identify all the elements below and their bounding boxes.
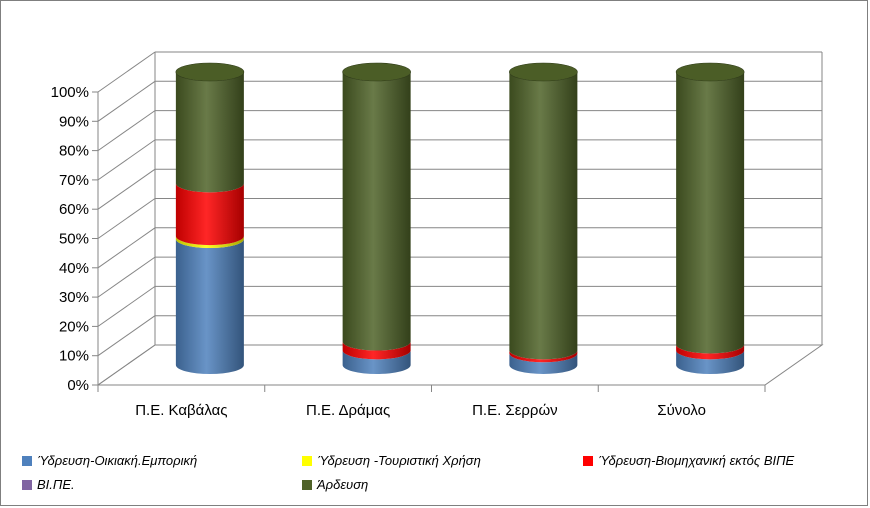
stacked-cylinder-chart: 0% 10% 20% 30% 40% 50% 60% 70% 80% 90% 100% Π.Ε. Κ…	[51, 51, 824, 419]
legend: Ύδρευση-Οικιακή.Εμπορική Ύδρευση -Τουριστ…	[0, 448, 870, 508]
bar-top-cap	[342, 62, 411, 82]
y-tick-label: 30%	[59, 289, 89, 306]
legend-swatch	[302, 479, 312, 490]
bar-segment	[509, 350, 578, 363]
legend-label: ΒΙ.ΠΕ.	[37, 477, 75, 492]
legend-item: Ύδρευση-Βιομηχανική εκτός ΒΙΠΕ	[583, 453, 794, 468]
legend-swatch	[302, 455, 312, 466]
bar-top-cap	[509, 62, 578, 82]
x-tick-label: Π.Ε. Καβάλας	[135, 402, 227, 419]
y-tick-label: 60%	[59, 201, 89, 218]
x-tick-label: Π.Ε. Σερρών	[472, 402, 558, 419]
side-gridline	[97, 110, 156, 152]
legend-label: Ύδρευση-Οικιακή.Εμπορική	[37, 453, 198, 468]
side-gridline	[97, 51, 156, 93]
side-gridline	[97, 256, 156, 298]
bar-segment	[342, 341, 411, 360]
bar-segment	[342, 350, 411, 374]
bar-stack	[675, 62, 745, 374]
bar-segment	[676, 344, 745, 360]
legend-swatch	[22, 455, 32, 466]
y-tick-label: 50%	[59, 231, 89, 248]
side-gridline	[97, 80, 156, 122]
bar-stack	[175, 62, 245, 374]
y-tick-label: 70%	[59, 172, 89, 189]
y-tick-label: 0%	[67, 377, 89, 394]
legend-label: Ύδρευση-Βιομηχανική εκτός ΒΙΠΕ	[598, 453, 795, 468]
bar-segment	[175, 183, 244, 246]
y-tick-label: 40%	[59, 260, 89, 277]
bar-segment	[676, 350, 745, 374]
bar-stack	[509, 62, 578, 374]
bar-segment	[342, 72, 411, 351]
bar-stack	[342, 62, 411, 374]
y-tick-label: 100%	[51, 84, 89, 101]
legend-swatch	[22, 479, 32, 490]
side-gridline	[97, 227, 156, 269]
side-gridline	[97, 139, 156, 181]
bar-segment	[509, 72, 578, 360]
y-tick-label: 10%	[59, 348, 89, 365]
legend-item: Άρδευση	[302, 477, 368, 492]
x-tick-label: Π.Ε. Δράμας	[306, 402, 390, 419]
floor	[96, 344, 824, 386]
bars	[175, 62, 745, 374]
bar-segment	[175, 236, 244, 249]
y-tick-label: 80%	[59, 143, 89, 160]
legend-item: Ύδρευση -Τουριστική Χρήση	[302, 453, 481, 468]
legend-swatch	[583, 455, 593, 466]
bar-segment	[175, 72, 244, 193]
bar-segment	[175, 239, 244, 374]
side-gridline	[97, 168, 156, 210]
legend-label: Άρδευση	[317, 477, 369, 492]
side-gridline	[97, 285, 156, 327]
bar-segment	[676, 72, 745, 354]
legend-item: ΒΙ.ΠΕ.	[22, 477, 75, 492]
y-tick-label: 90%	[59, 113, 89, 130]
legend-item: Ύδρευση-Οικιακή.Εμπορική	[22, 453, 197, 468]
y-axis: 0% 10% 20% 30% 40% 50% 60% 70% 80% 90% 100%	[51, 84, 98, 394]
x-tick-label: Σύνολο	[657, 402, 706, 419]
bar-top-cap	[675, 62, 745, 82]
bar-segment	[509, 353, 578, 374]
x-axis: Π.Ε. Καβάλας Π.Ε. Δράμας Π.Ε. Σερρών Σύνολο	[97, 385, 766, 419]
legend-label: Ύδρευση -Τουριστική Χρήση	[317, 453, 481, 468]
side-gridline	[97, 315, 156, 357]
y-tick-label: 20%	[59, 318, 89, 335]
bar-top-cap	[175, 62, 245, 82]
side-gridline	[97, 198, 156, 239]
